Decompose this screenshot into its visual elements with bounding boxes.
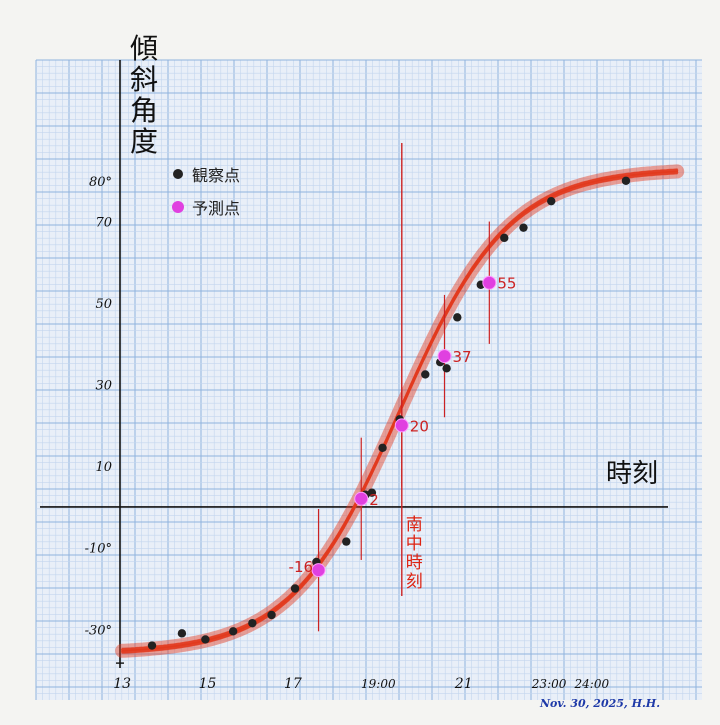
observed-point (547, 196, 556, 206)
predicted-point (437, 349, 452, 364)
legend: 観察点 予測点 (172, 166, 240, 218)
observed-point (442, 364, 451, 373)
x-tick-label: 24:00 (574, 677, 610, 691)
x-tick-label: 23:00 (531, 677, 567, 691)
y-tick-label: 30 (95, 379, 112, 394)
observed-point (228, 627, 238, 636)
y-axis-title-char: 傾 (130, 32, 158, 65)
observed-point (519, 223, 528, 232)
x-tick-label: 19:00 (361, 677, 396, 691)
observed-point (201, 635, 210, 644)
predicted-point-label: 37 (452, 348, 471, 366)
x-axis-title: 時刻 (606, 459, 658, 489)
graph-paper (35, 59, 702, 700)
fit-curve-stroke (121, 168, 678, 649)
observed-point (267, 610, 276, 620)
x-tick-label: 21 (454, 676, 473, 692)
fit-curve (115, 164, 685, 658)
y-axis-title-char: 度 (130, 125, 158, 158)
predicted-point-label: 2 (369, 491, 379, 509)
meridian-transit-label-char: 時 (406, 553, 423, 573)
observed-point (290, 584, 300, 593)
observed-point (147, 641, 157, 650)
predicted-point-label: 20 (410, 417, 429, 435)
legend-label-observed: 観察点 (192, 166, 240, 185)
x-tick-label: 15 (199, 676, 217, 692)
observed-point (177, 629, 187, 638)
observed-point (421, 370, 430, 379)
x-tick-label: 17 (284, 676, 302, 692)
y-tick-label: 50 (95, 297, 112, 312)
y-tick-label: 80° (89, 175, 112, 190)
predicted-point-label: 55 (497, 275, 516, 293)
predicted-point (394, 418, 409, 433)
observed-point (453, 313, 462, 322)
predicted-point (354, 491, 369, 506)
observed-point (342, 537, 351, 546)
footer-signature: Nov. 30, 2025, H.H. (539, 697, 660, 710)
observed-point (500, 233, 509, 243)
y-tick-label: -10° (85, 542, 112, 557)
predicted-point-label: -16 (289, 558, 314, 576)
y-tick-label: 10 (95, 460, 112, 475)
legend-label-predicted: 予測点 (192, 199, 240, 218)
x-tick-label: 13 (113, 676, 131, 692)
y-axis-title-char: 斜 (130, 63, 158, 96)
legend-marker-predicted (172, 201, 184, 213)
meridian-transit-label-char: 南 (406, 515, 423, 535)
y-tick-label: 70 (95, 216, 112, 231)
predicted-point (311, 563, 326, 578)
observed-point (367, 488, 377, 497)
legend-marker-observed (173, 169, 183, 179)
observed-point (378, 443, 387, 453)
paper-sheet (36, 60, 702, 700)
predicted-point (482, 275, 497, 290)
y-tick-label: -30° (85, 623, 112, 638)
meridian-transit-label-char: 刻 (406, 572, 423, 592)
data-points (147, 176, 631, 650)
fit-curve-stroke (121, 173, 678, 654)
fit-curve-stroke (121, 170, 679, 652)
observed-point (248, 618, 257, 628)
meridian-transit-label-char: 中 (406, 534, 423, 554)
observed-point (621, 176, 631, 185)
y-axis-title-char: 角 (130, 94, 158, 127)
